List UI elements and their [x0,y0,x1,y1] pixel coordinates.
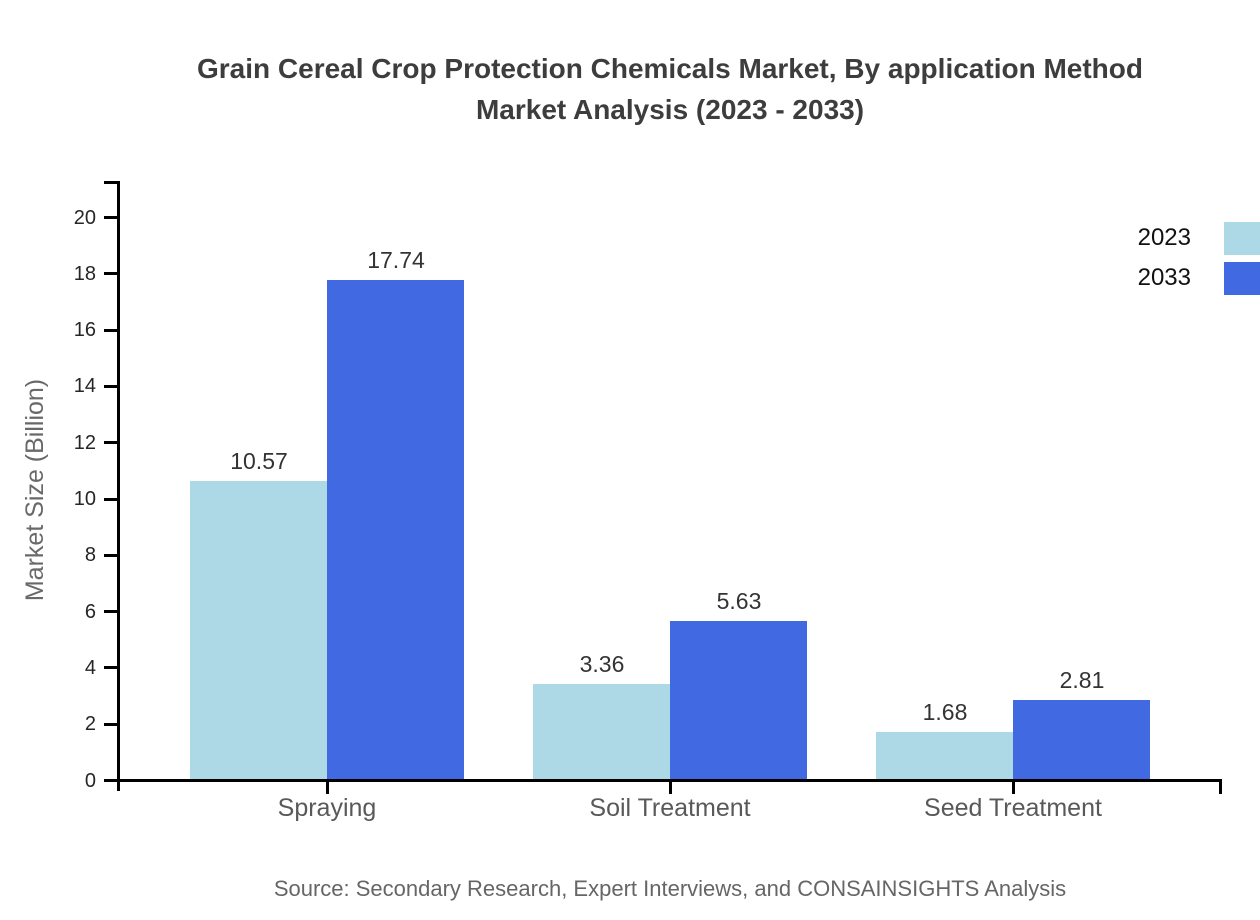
bar-value-label: 10.57 [230,448,288,474]
y-tick [104,610,117,613]
chart-title: Grain Cereal Crop Protection Chemicals M… [80,48,1260,130]
source-note: Source: Secondary Research, Expert Inter… [273,876,1067,901]
bar-value-label: 1.68 [922,699,968,725]
y-tick-label: 18 [73,263,96,285]
bar-value-label: 2.81 [1059,667,1105,693]
legend-label: 2033 [1137,264,1191,291]
legend-item-2023: 2023 [1138,218,1260,258]
bar-2033-soil-treatment [670,621,807,779]
legend: 2023 2033 [1138,218,1260,298]
bar-2023-soil-treatment [533,684,670,779]
y-tick-label: 6 [84,601,96,623]
chart-title-line2: Market Analysis (2023 - 2033) [475,94,865,125]
y-tick [104,441,117,444]
legend-swatch-2033 [1224,261,1260,295]
y-tick-label: 20 [73,207,96,229]
x-axis-line [104,779,1222,782]
y-tick [104,666,117,669]
bar-2033-spraying [327,280,464,779]
y-tick [104,385,117,388]
y-axis-end-cap [104,181,120,184]
chart-title-line1: Grain Cereal Crop Protection Chemicals M… [197,53,1143,84]
y-tick-label: 0 [84,770,96,792]
x-tick [669,779,672,794]
y-axis-line [117,181,120,791]
bar-value-label: 3.36 [579,651,625,677]
bar-value-label: 5.63 [716,588,762,614]
x-tick [326,779,329,794]
legend-item-2033: 2033 [1138,258,1260,298]
y-tick-label: 4 [84,657,96,679]
y-tick-label: 12 [73,432,96,454]
x-tick [1012,779,1015,794]
y-tick-label: 8 [84,544,96,566]
bar-2023-seed-treatment [876,732,1013,779]
x-axis-end-tick [1219,779,1222,794]
bar-2023-spraying [190,481,327,779]
category-label: Spraying [277,794,377,822]
y-tick [104,498,117,501]
category-label: Seed Treatment [924,794,1102,822]
y-tick [104,216,117,219]
y-tick-label: 2 [84,713,96,735]
y-tick [104,554,117,557]
y-tick-label: 16 [73,319,96,341]
legend-swatch-2023 [1224,221,1260,255]
y-tick [104,329,117,332]
bar-value-label: 17.74 [367,247,425,273]
y-tick-label: 10 [73,488,96,510]
bar-2033-seed-treatment [1013,700,1150,779]
y-tick [104,723,117,726]
y-tick [104,272,117,275]
category-label: Soil Treatment [589,794,751,822]
legend-label: 2023 [1137,224,1191,251]
y-tick-label: 14 [73,375,96,397]
